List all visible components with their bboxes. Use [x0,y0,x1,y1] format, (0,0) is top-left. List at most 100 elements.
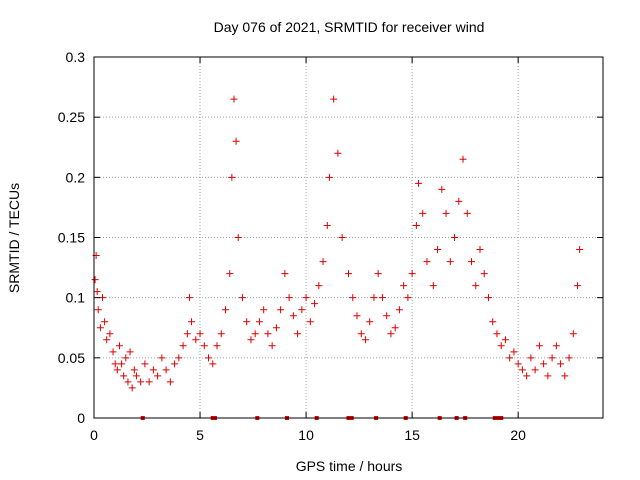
data-point [281,270,289,278]
data-point [366,318,374,326]
data-point [523,372,531,380]
data-point [423,258,431,266]
data-point [111,360,119,368]
data-point [552,342,560,350]
data-point [576,246,584,254]
data-point [463,209,471,217]
data-point [192,336,200,344]
data-point [285,294,293,302]
chart-title: Day 076 of 2021, SRMTID for receiver win… [214,19,485,35]
data-point [294,330,302,338]
data-point [126,348,134,356]
y-tick-label: 0.2 [66,169,86,185]
data-point [531,366,539,374]
data-point [260,306,268,314]
data-point [561,372,569,380]
data-point [544,372,552,380]
data-point [493,330,501,338]
data-point [574,282,582,290]
data-point [101,318,109,326]
data-point [238,294,246,302]
data-point [145,378,153,386]
data-point [196,330,204,338]
data-point [230,95,238,103]
y-tick-label: 0.1 [66,290,86,306]
data-point [106,330,114,338]
data-point [277,306,285,314]
data-point [489,318,497,326]
data-point [298,306,306,314]
data-point [319,258,327,266]
data-point [120,372,128,380]
data-point [188,318,196,326]
data-point [361,336,369,344]
data-point [162,366,170,374]
data-point [510,348,518,356]
data-point [232,137,240,145]
data-point [115,342,123,350]
data-point [118,360,126,368]
data-point [200,342,208,350]
data-point [213,342,221,350]
data-point [400,282,408,290]
data-point [132,372,140,380]
data-point [527,354,535,362]
data-point [323,221,331,229]
data-point [438,185,446,193]
data-point [175,354,183,362]
data-point [419,209,427,217]
data-point [166,378,174,386]
data-point [429,282,437,290]
data-point [518,366,526,374]
data-point [325,173,333,181]
data-point [480,270,488,278]
data-point [338,234,346,241]
data-point [141,360,149,368]
data-point [557,360,565,368]
data-point [357,330,365,338]
data-point [451,234,459,241]
data-point [345,270,352,278]
data-point [171,360,179,368]
data-point [251,330,259,338]
data-point [302,294,310,302]
data-point [414,179,422,187]
data-point [506,354,514,362]
data-point [221,306,229,314]
data-point [93,288,101,296]
x-tick-label: 10 [298,427,314,443]
data-point [96,324,104,332]
data-point [268,342,276,350]
data-point [128,384,136,392]
data-point [124,378,132,386]
data-point [334,149,342,157]
data-point [391,324,399,332]
data-point [94,306,102,314]
x-tick-label: 5 [196,427,204,443]
data-point [569,330,577,338]
data-point [158,354,166,362]
data-point [103,336,111,344]
data-point [234,234,242,241]
data-point [408,270,416,278]
data-point [205,354,213,362]
data-point [185,294,193,302]
data-point [459,155,467,163]
y-tick-label: 0 [77,410,85,426]
data-point [476,246,484,254]
y-tick-label: 0.15 [58,230,85,246]
data-point [535,342,543,350]
data-point [472,282,480,290]
data-point [446,258,454,266]
y-tick-label: 0.3 [66,49,86,65]
data-point [383,312,391,320]
data-point [98,294,106,302]
data-point [109,348,117,356]
data-point [353,312,361,320]
data-point [497,342,505,350]
data-point [387,330,395,338]
data-point [540,360,548,368]
axis-ticks: 0 5 10 15 20 0 0.05 0.1 0.15 0.2 0.25 0.3 [58,49,603,443]
